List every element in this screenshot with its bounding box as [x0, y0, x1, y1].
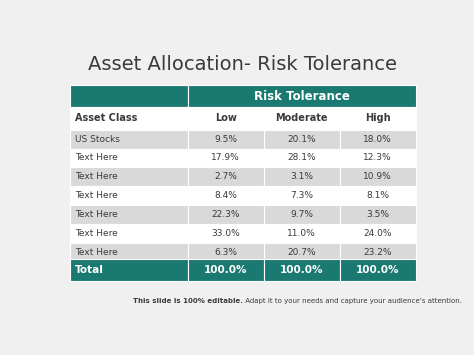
- Text: Asset Class: Asset Class: [75, 113, 137, 124]
- Bar: [264, 186, 339, 205]
- Text: 100.0%: 100.0%: [204, 265, 247, 275]
- Text: 100.0%: 100.0%: [356, 265, 400, 275]
- Text: 18.0%: 18.0%: [363, 135, 392, 143]
- Bar: [339, 168, 416, 186]
- Bar: [70, 107, 188, 130]
- Text: 9.5%: 9.5%: [214, 135, 237, 143]
- Text: 9.7%: 9.7%: [290, 211, 313, 219]
- Bar: [188, 85, 416, 107]
- Bar: [188, 259, 264, 281]
- Bar: [70, 259, 188, 281]
- Bar: [188, 130, 264, 148]
- Text: Risk Tolerance: Risk Tolerance: [254, 89, 349, 103]
- Bar: [264, 243, 339, 262]
- Text: 12.3%: 12.3%: [363, 153, 392, 163]
- Text: High: High: [365, 113, 391, 124]
- Text: Text Here: Text Here: [75, 173, 118, 181]
- Text: 20.7%: 20.7%: [287, 248, 316, 257]
- Bar: [188, 186, 264, 205]
- Text: 22.3%: 22.3%: [211, 211, 240, 219]
- Text: 100.0%: 100.0%: [280, 265, 323, 275]
- Text: Text Here: Text Here: [75, 211, 118, 219]
- Bar: [188, 205, 264, 224]
- Text: 2.7%: 2.7%: [214, 173, 237, 181]
- Bar: [339, 107, 416, 130]
- Text: Text Here: Text Here: [75, 229, 118, 238]
- Bar: [70, 168, 188, 186]
- Bar: [70, 85, 188, 107]
- Bar: [339, 243, 416, 262]
- Text: 3.5%: 3.5%: [366, 211, 389, 219]
- Bar: [264, 205, 339, 224]
- Bar: [70, 205, 188, 224]
- Bar: [264, 148, 339, 168]
- Text: Text Here: Text Here: [75, 248, 118, 257]
- Bar: [264, 224, 339, 243]
- Bar: [188, 168, 264, 186]
- Bar: [70, 186, 188, 205]
- Bar: [70, 243, 188, 262]
- Bar: [264, 168, 339, 186]
- Text: 24.0%: 24.0%: [364, 229, 392, 238]
- Bar: [339, 148, 416, 168]
- Text: 28.1%: 28.1%: [287, 153, 316, 163]
- Bar: [70, 130, 188, 148]
- Text: 11.0%: 11.0%: [287, 229, 316, 238]
- Bar: [188, 107, 264, 130]
- Text: Text Here: Text Here: [75, 191, 118, 200]
- Text: Asset Allocation- Risk Tolerance: Asset Allocation- Risk Tolerance: [89, 55, 397, 74]
- Bar: [339, 130, 416, 148]
- Bar: [339, 205, 416, 224]
- Bar: [339, 186, 416, 205]
- Text: This slide is 100% editable.: This slide is 100% editable.: [133, 298, 243, 304]
- Text: 6.3%: 6.3%: [214, 248, 237, 257]
- Bar: [339, 259, 416, 281]
- Text: 17.9%: 17.9%: [211, 153, 240, 163]
- Text: Adapt it to your needs and capture your audience’s attention.: Adapt it to your needs and capture your …: [243, 298, 462, 304]
- Bar: [188, 224, 264, 243]
- Text: 8.1%: 8.1%: [366, 191, 389, 200]
- Text: US Stocks: US Stocks: [75, 135, 119, 143]
- Bar: [264, 259, 339, 281]
- Text: 7.3%: 7.3%: [290, 191, 313, 200]
- Bar: [188, 148, 264, 168]
- Text: Moderate: Moderate: [275, 113, 328, 124]
- Bar: [70, 148, 188, 168]
- Bar: [188, 243, 264, 262]
- Bar: [264, 130, 339, 148]
- Text: Low: Low: [215, 113, 237, 124]
- Text: 33.0%: 33.0%: [211, 229, 240, 238]
- Text: 20.1%: 20.1%: [287, 135, 316, 143]
- Text: 8.4%: 8.4%: [214, 191, 237, 200]
- Text: 10.9%: 10.9%: [363, 173, 392, 181]
- Bar: [70, 224, 188, 243]
- Text: 23.2%: 23.2%: [364, 248, 392, 257]
- Text: Text Here: Text Here: [75, 153, 118, 163]
- Bar: [339, 224, 416, 243]
- Bar: [264, 107, 339, 130]
- Text: 3.1%: 3.1%: [290, 173, 313, 181]
- Text: Total: Total: [75, 265, 103, 275]
